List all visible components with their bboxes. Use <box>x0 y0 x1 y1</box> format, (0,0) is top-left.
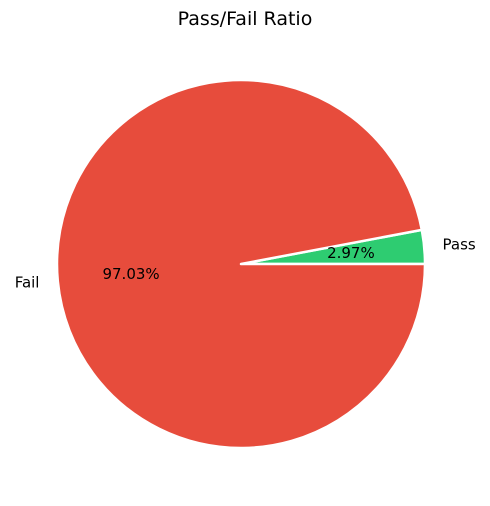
slice-label-fail: Fail <box>15 273 40 291</box>
slice-percent-fail: 97.03% <box>102 265 159 283</box>
pie-labels: Pass 2.97% Fail 97.03% <box>15 236 476 292</box>
slice-percent-pass: 2.97% <box>327 244 375 262</box>
chart-title: Pass/Fail Ratio <box>178 8 313 30</box>
pie-slices <box>55 78 427 450</box>
pie-slice-fail <box>55 78 427 450</box>
slice-label-pass: Pass <box>443 236 476 254</box>
